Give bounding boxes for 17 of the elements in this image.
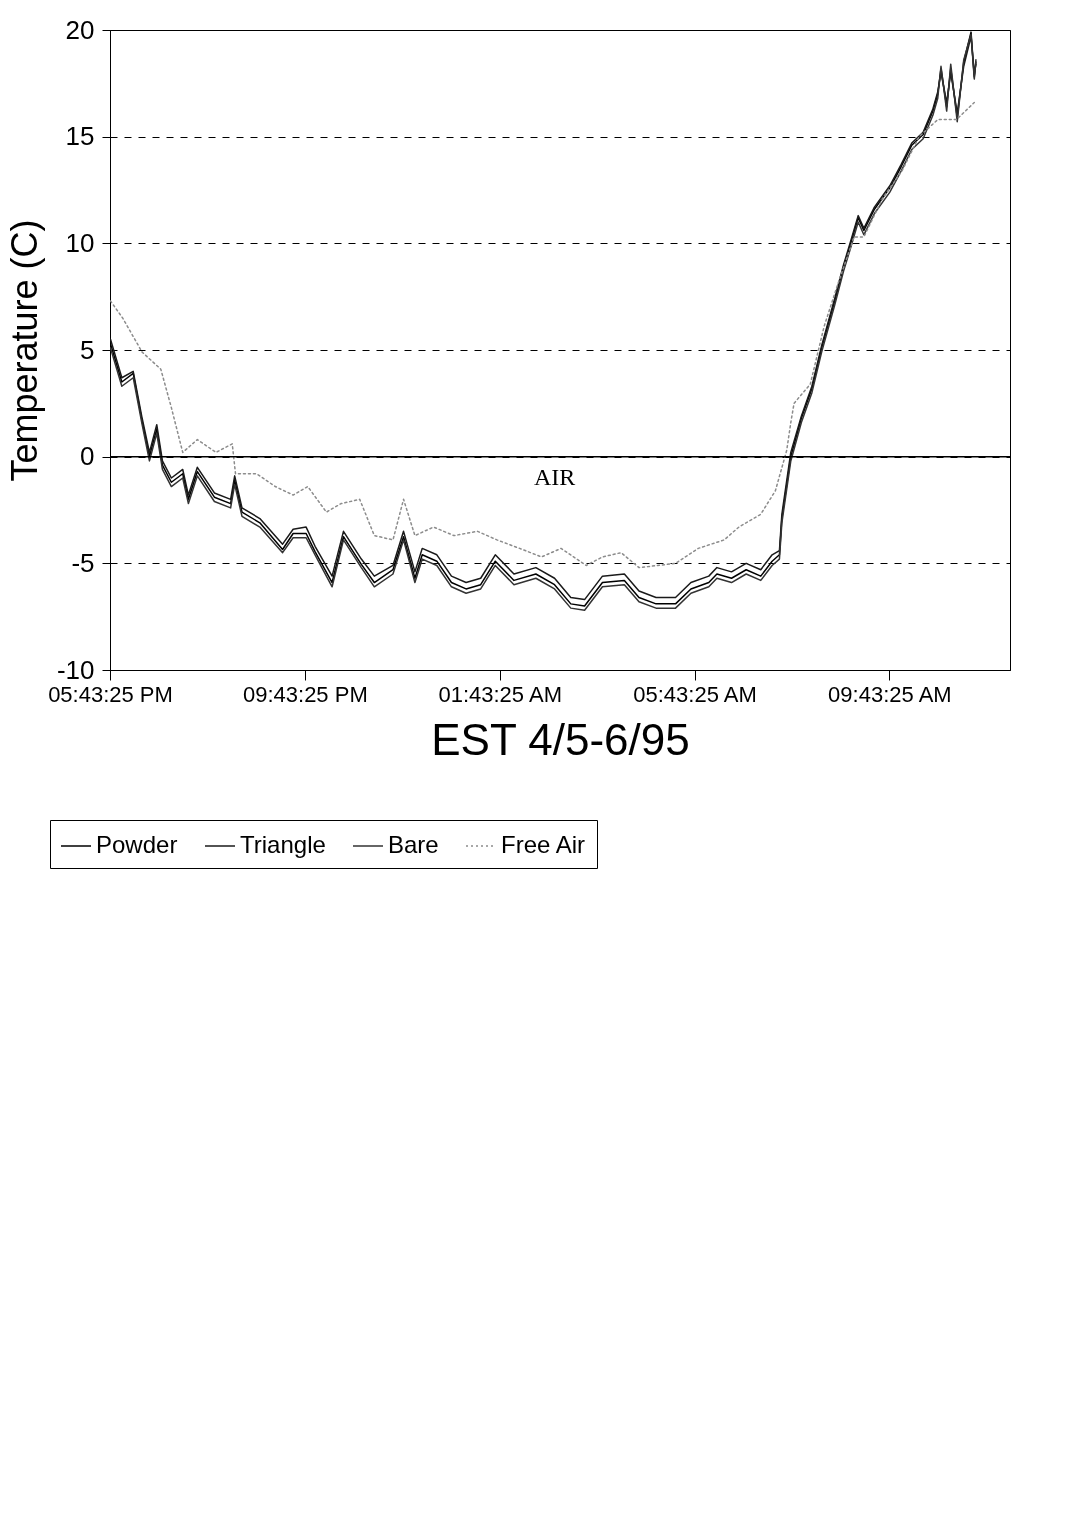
y-tick-label: 0 [80, 441, 95, 472]
y-tick-label: 10 [65, 227, 95, 258]
legend-label: Triangle [240, 831, 326, 858]
x-axis-title: EST 4/5-6/95 [431, 714, 690, 764]
x-tick-label: 09:43:25 AM [828, 681, 952, 707]
x-tick-label: 01:43:25 AM [438, 681, 562, 707]
y-tick-label: 15 [65, 121, 95, 152]
y-axis-title: Temperature (C) [3, 219, 45, 482]
y-tick-label: 5 [80, 334, 95, 365]
legend-label: Bare [388, 831, 439, 858]
legend-label: Powder [96, 831, 178, 858]
x-tick-label: 05:43:25 AM [633, 681, 757, 707]
x-tick-label: 09:43:25 PM [242, 681, 368, 707]
legend-label: Free Air [501, 831, 586, 858]
annotation: AIR [533, 464, 576, 490]
y-tick-label: 20 [65, 14, 95, 45]
y-tick-label: -5 [71, 547, 95, 578]
